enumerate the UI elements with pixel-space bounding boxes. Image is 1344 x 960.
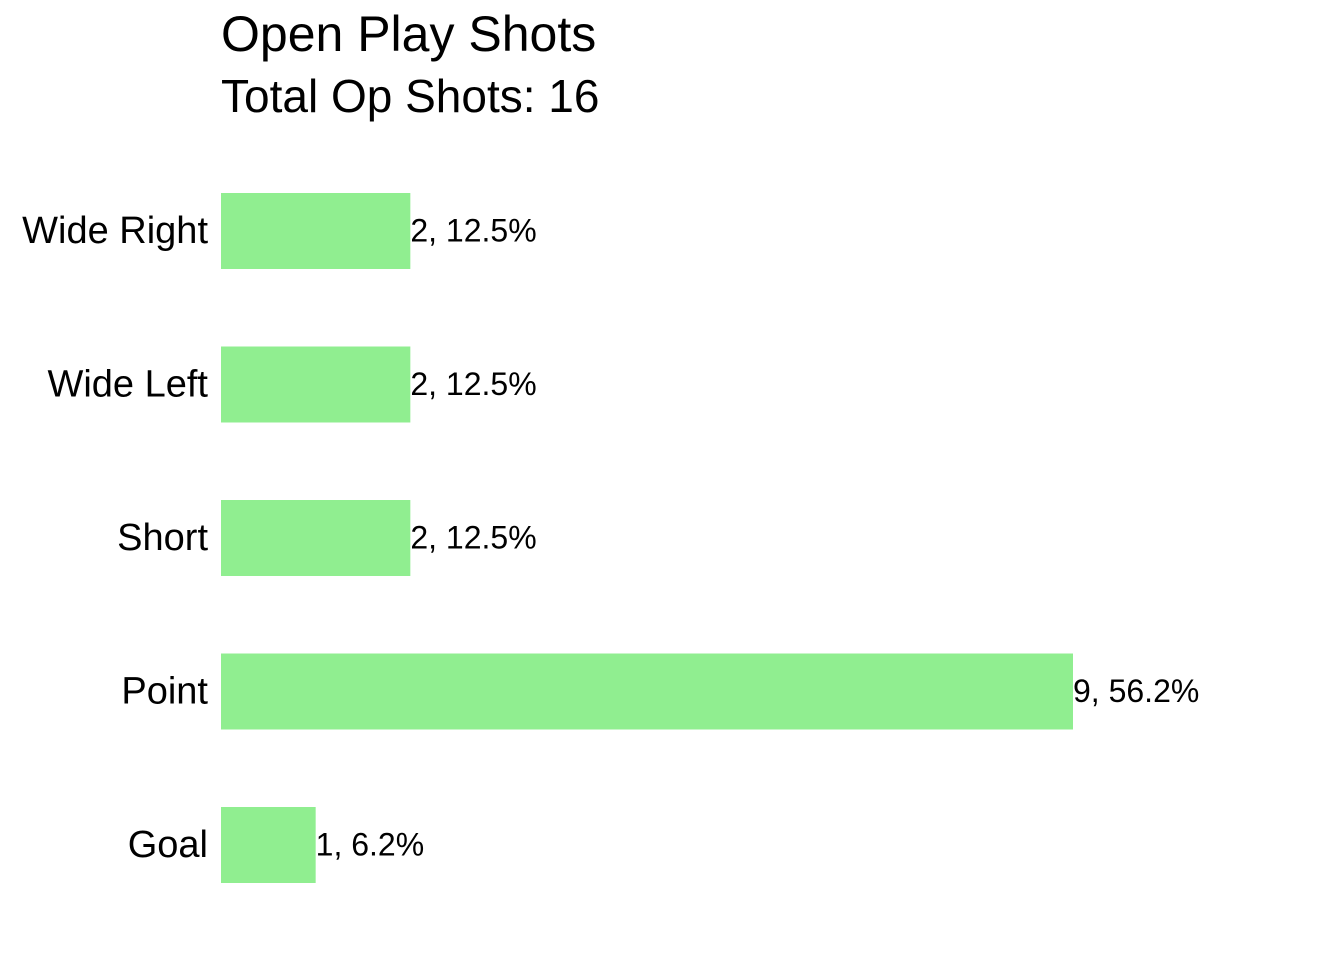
value-label: 9, 56.2% [1073,673,1199,709]
value-label: 2, 12.5% [410,212,536,248]
y-tick-label: Short [117,517,208,559]
value-label: 1, 6.2% [316,826,425,862]
y-tick-label: Point [121,671,208,713]
chart-subtitle: Total Op Shots: 16 [221,70,599,122]
bar [221,653,1073,730]
y-tick-label: Goal [128,824,208,866]
bar [221,346,411,423]
y-tick-label: Wide Left [47,364,208,406]
chart-title: Open Play Shots [221,6,596,62]
bar [221,193,411,269]
bar [221,500,411,576]
y-tick-label: Wide Right [22,210,208,252]
bar [221,807,316,883]
value-label: 2, 12.5% [410,366,536,402]
value-label: 2, 12.5% [410,519,536,555]
